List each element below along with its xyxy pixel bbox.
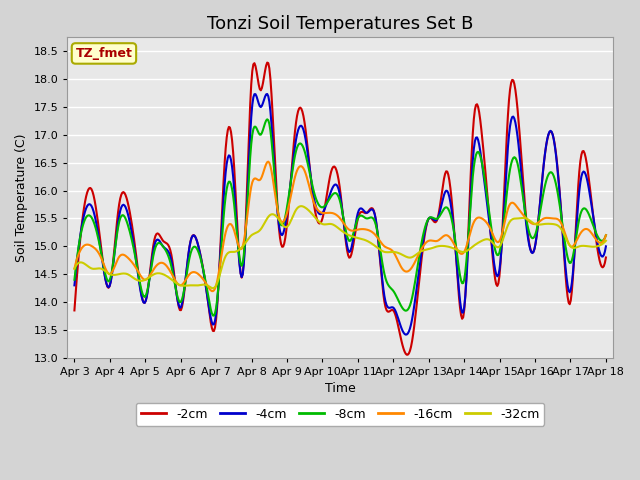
Text: TZ_fmet: TZ_fmet [76,47,132,60]
Y-axis label: Soil Temperature (C): Soil Temperature (C) [15,133,28,262]
Title: Tonzi Soil Temperatures Set B: Tonzi Soil Temperatures Set B [207,15,474,33]
X-axis label: Time: Time [324,383,356,396]
Legend: -2cm, -4cm, -8cm, -16cm, -32cm: -2cm, -4cm, -8cm, -16cm, -32cm [136,403,545,425]
